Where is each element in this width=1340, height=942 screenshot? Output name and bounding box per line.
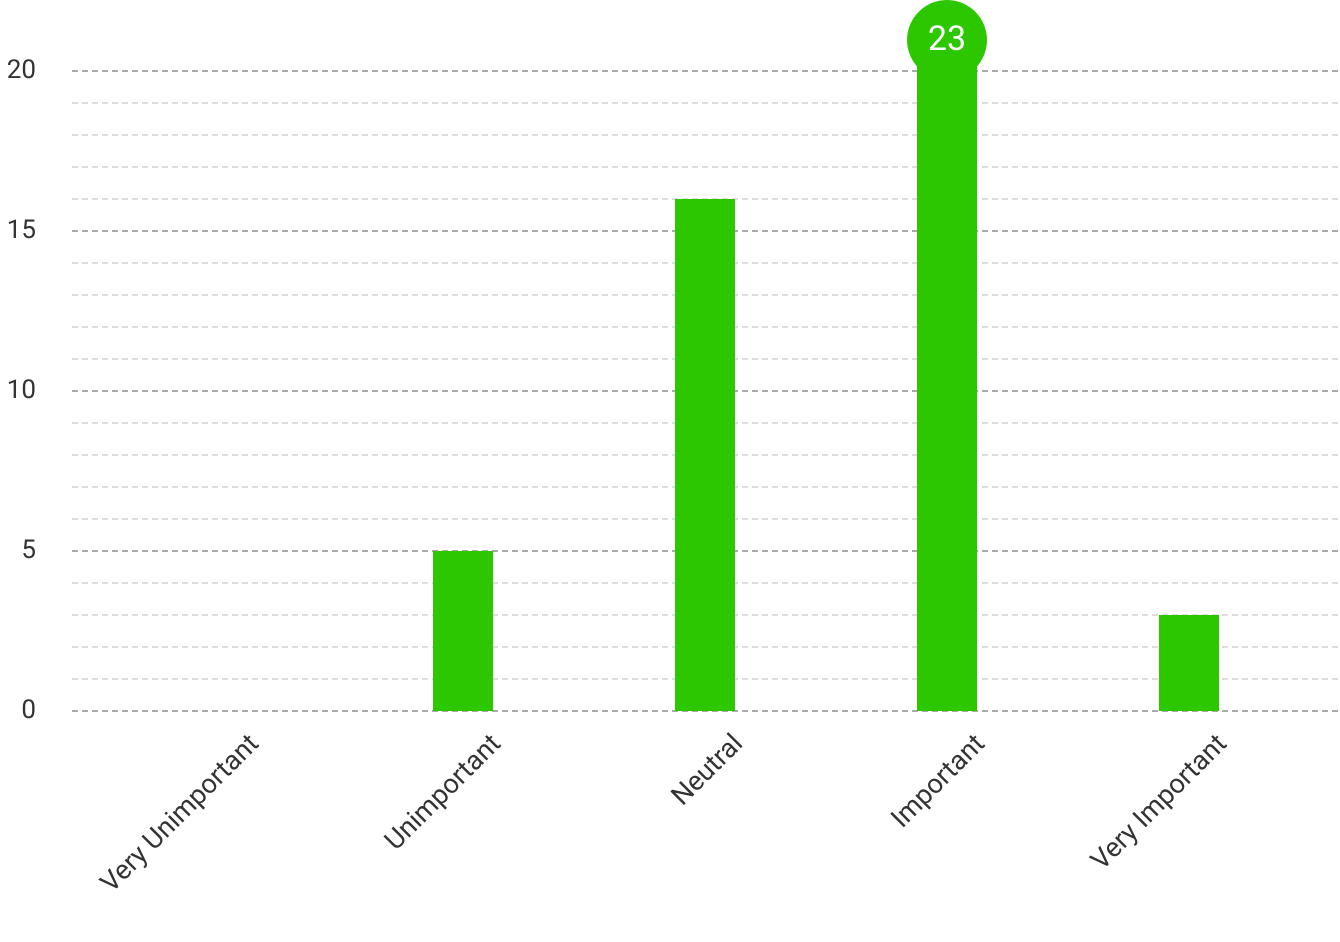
y-tick-label: 10 <box>7 375 36 405</box>
y-tick-label: 0 <box>21 695 36 725</box>
x-tick-label: Unimportant <box>378 727 507 856</box>
x-tick-label: Important <box>884 727 991 834</box>
value-badge <box>907 0 987 80</box>
bars <box>433 39 1219 711</box>
y-tick-label: 20 <box>7 55 36 85</box>
x-tick-label: Very Unimportant <box>94 727 265 898</box>
bar <box>675 199 735 711</box>
labels: 0 5 10 15 20 Very Unimportant Unimportant Neutr… <box>7 0 1233 899</box>
bar <box>433 551 493 711</box>
value-label: 23 <box>928 19 966 59</box>
x-tick-label: Very Important <box>1084 727 1233 876</box>
x-tick-label: Neutral <box>665 727 749 811</box>
y-tick-label: 15 <box>7 215 36 245</box>
bar <box>1159 615 1219 711</box>
bar <box>917 39 977 711</box>
y-tick-label: 5 <box>21 535 36 565</box>
